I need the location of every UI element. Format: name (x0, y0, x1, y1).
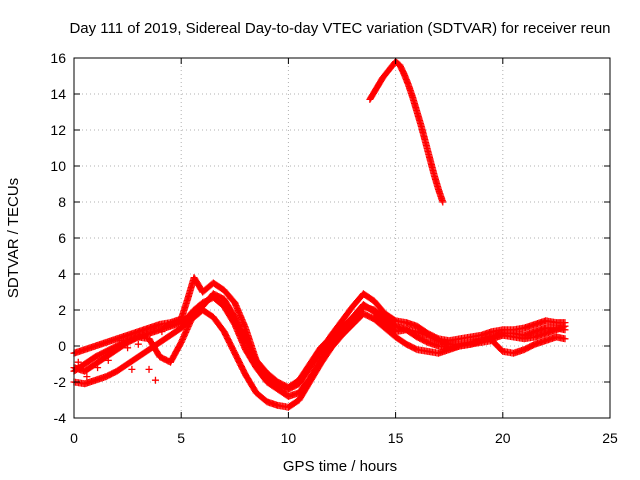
scattered-point (117, 337, 125, 345)
y-tick-label: -2 (54, 374, 67, 390)
data-point (561, 319, 569, 327)
scattered-point (128, 365, 136, 373)
scattered-point (74, 358, 82, 366)
scattered-point (158, 328, 166, 336)
x-axis-label: GPS time / hours (283, 458, 397, 475)
y-tick-label: 10 (50, 158, 66, 174)
y-tick-label: 16 (50, 50, 66, 66)
data-point (561, 326, 569, 334)
data-points (70, 58, 569, 411)
scattered-point (164, 320, 172, 328)
scattered-point (104, 356, 112, 364)
x-tick-label: 15 (388, 430, 404, 446)
y-tick-label: -4 (54, 410, 67, 426)
y-tick-label: 6 (58, 230, 66, 246)
y-tick-label: 12 (50, 122, 66, 138)
y-tick-label: 0 (58, 338, 66, 354)
x-tick-label: 5 (177, 430, 185, 446)
data-point (561, 335, 569, 343)
data-point (439, 198, 447, 206)
x-tick-label: 25 (602, 430, 618, 446)
y-tick-label: 14 (50, 86, 66, 102)
scattered-point (124, 344, 132, 352)
scattered-point (83, 373, 91, 381)
scattered-point (149, 324, 157, 332)
x-tick-label: 10 (281, 430, 297, 446)
series-track-d (70, 290, 569, 391)
y-tick-label: 4 (58, 266, 66, 282)
y-axis-label: SDTVAR / TECUs (5, 178, 22, 298)
scattered-point (151, 376, 159, 384)
scattered-point (94, 364, 102, 372)
grid-lines (74, 58, 610, 418)
chart-title: Day 111 of 2019, Sidereal Day-to-day VTE… (69, 20, 610, 37)
tick-labels: 0 5 10 15 20 25 -4 -2 0 2 4 6 8 10 12 14 16 (50, 50, 618, 446)
scattered-point (134, 340, 142, 348)
y-tick-label: 2 (58, 302, 66, 318)
x-tick-label: 0 (70, 430, 78, 446)
axis-ticks (73, 57, 611, 419)
scattered-point (145, 365, 153, 373)
y-tick-label: 8 (58, 194, 66, 210)
x-tick-label: 20 (495, 430, 511, 446)
scattered-point (141, 331, 149, 339)
